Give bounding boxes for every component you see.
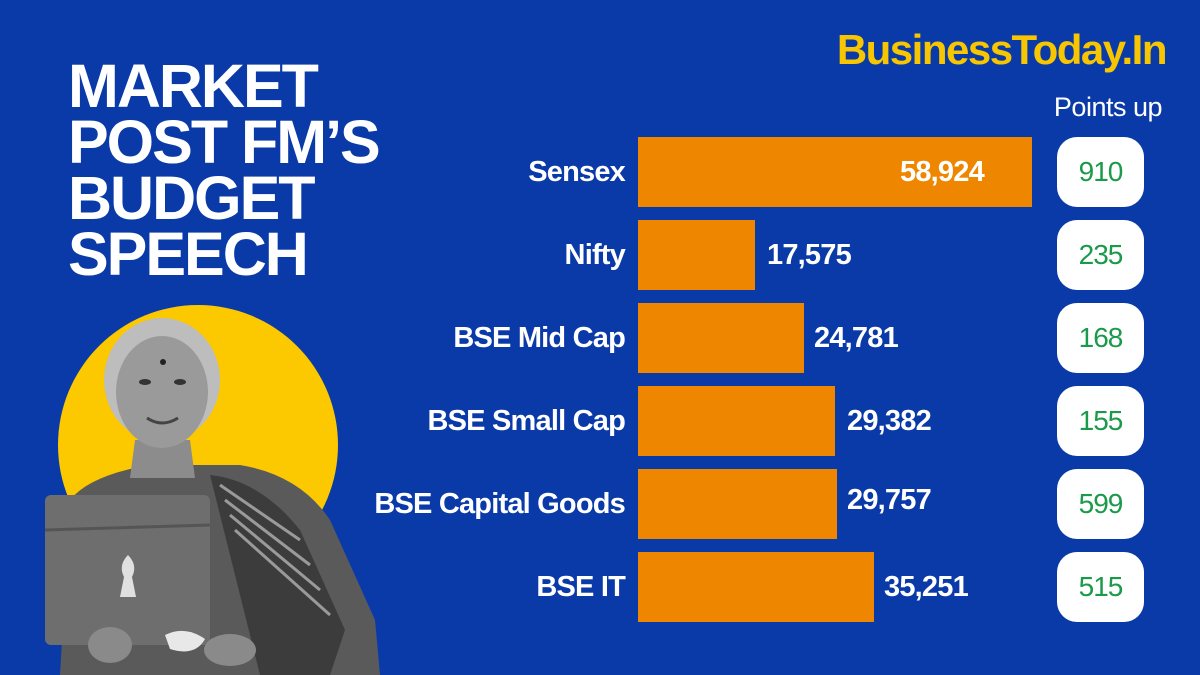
value-label: 29,757: [847, 484, 932, 516]
headline-line: POST FM’S: [68, 108, 381, 176]
value-bar: [638, 552, 874, 622]
points-up-header: Points up: [1053, 92, 1163, 122]
brand-logo: BusinessToday.In: [836, 26, 1168, 73]
row-label: BSE IT: [536, 571, 625, 603]
row-label: BSE Mid Cap: [453, 322, 625, 354]
value-bar: [638, 386, 835, 456]
value-bar: [638, 469, 837, 539]
points-up-badge: 235: [1057, 220, 1144, 290]
row-label: BSE Small Cap: [427, 405, 626, 437]
row-label: Sensex: [528, 156, 626, 188]
headline: MARKET POST FM’S BUDGET SPEECH: [68, 52, 381, 288]
chart-row-bse-mid-cap: BSE Mid Cap 24,781 168: [0, 303, 1200, 373]
value-label: 29,382: [847, 405, 932, 437]
headline-line: SPEECH: [68, 220, 309, 288]
chart-row-nifty: Nifty 17,575 235: [0, 220, 1200, 290]
chart-row-sensex: Sensex 58,924 910: [0, 137, 1200, 207]
points-up-badge: 515: [1057, 552, 1144, 622]
chart-row-bse-small-cap: BSE Small Cap 29,382 155: [0, 386, 1200, 456]
headline-line: BUDGET: [68, 164, 316, 232]
row-label: Nifty: [564, 239, 626, 271]
headline-line: MARKET: [68, 52, 319, 120]
points-up-badge: 168: [1057, 303, 1144, 373]
points-up-badge: 910: [1057, 137, 1144, 207]
value-label: 24,781: [814, 322, 899, 354]
value-bar: [638, 303, 804, 373]
chart-row-bse-capital-goods: BSE Capital Goods 29,757 599: [0, 469, 1200, 539]
finance-minister-photo: [44, 318, 380, 675]
value-label: 35,251: [884, 571, 969, 603]
points-up-badge: 599: [1057, 469, 1144, 539]
value-label: 58,924: [900, 156, 985, 188]
value-bar: [638, 137, 1032, 207]
points-up-badge: 155: [1057, 386, 1144, 456]
row-label: BSE Capital Goods: [374, 488, 625, 520]
value-bar: [638, 220, 755, 290]
value-label: 17,575: [767, 239, 852, 271]
chart-row-bse-it: BSE IT 35,251 515: [0, 552, 1200, 622]
